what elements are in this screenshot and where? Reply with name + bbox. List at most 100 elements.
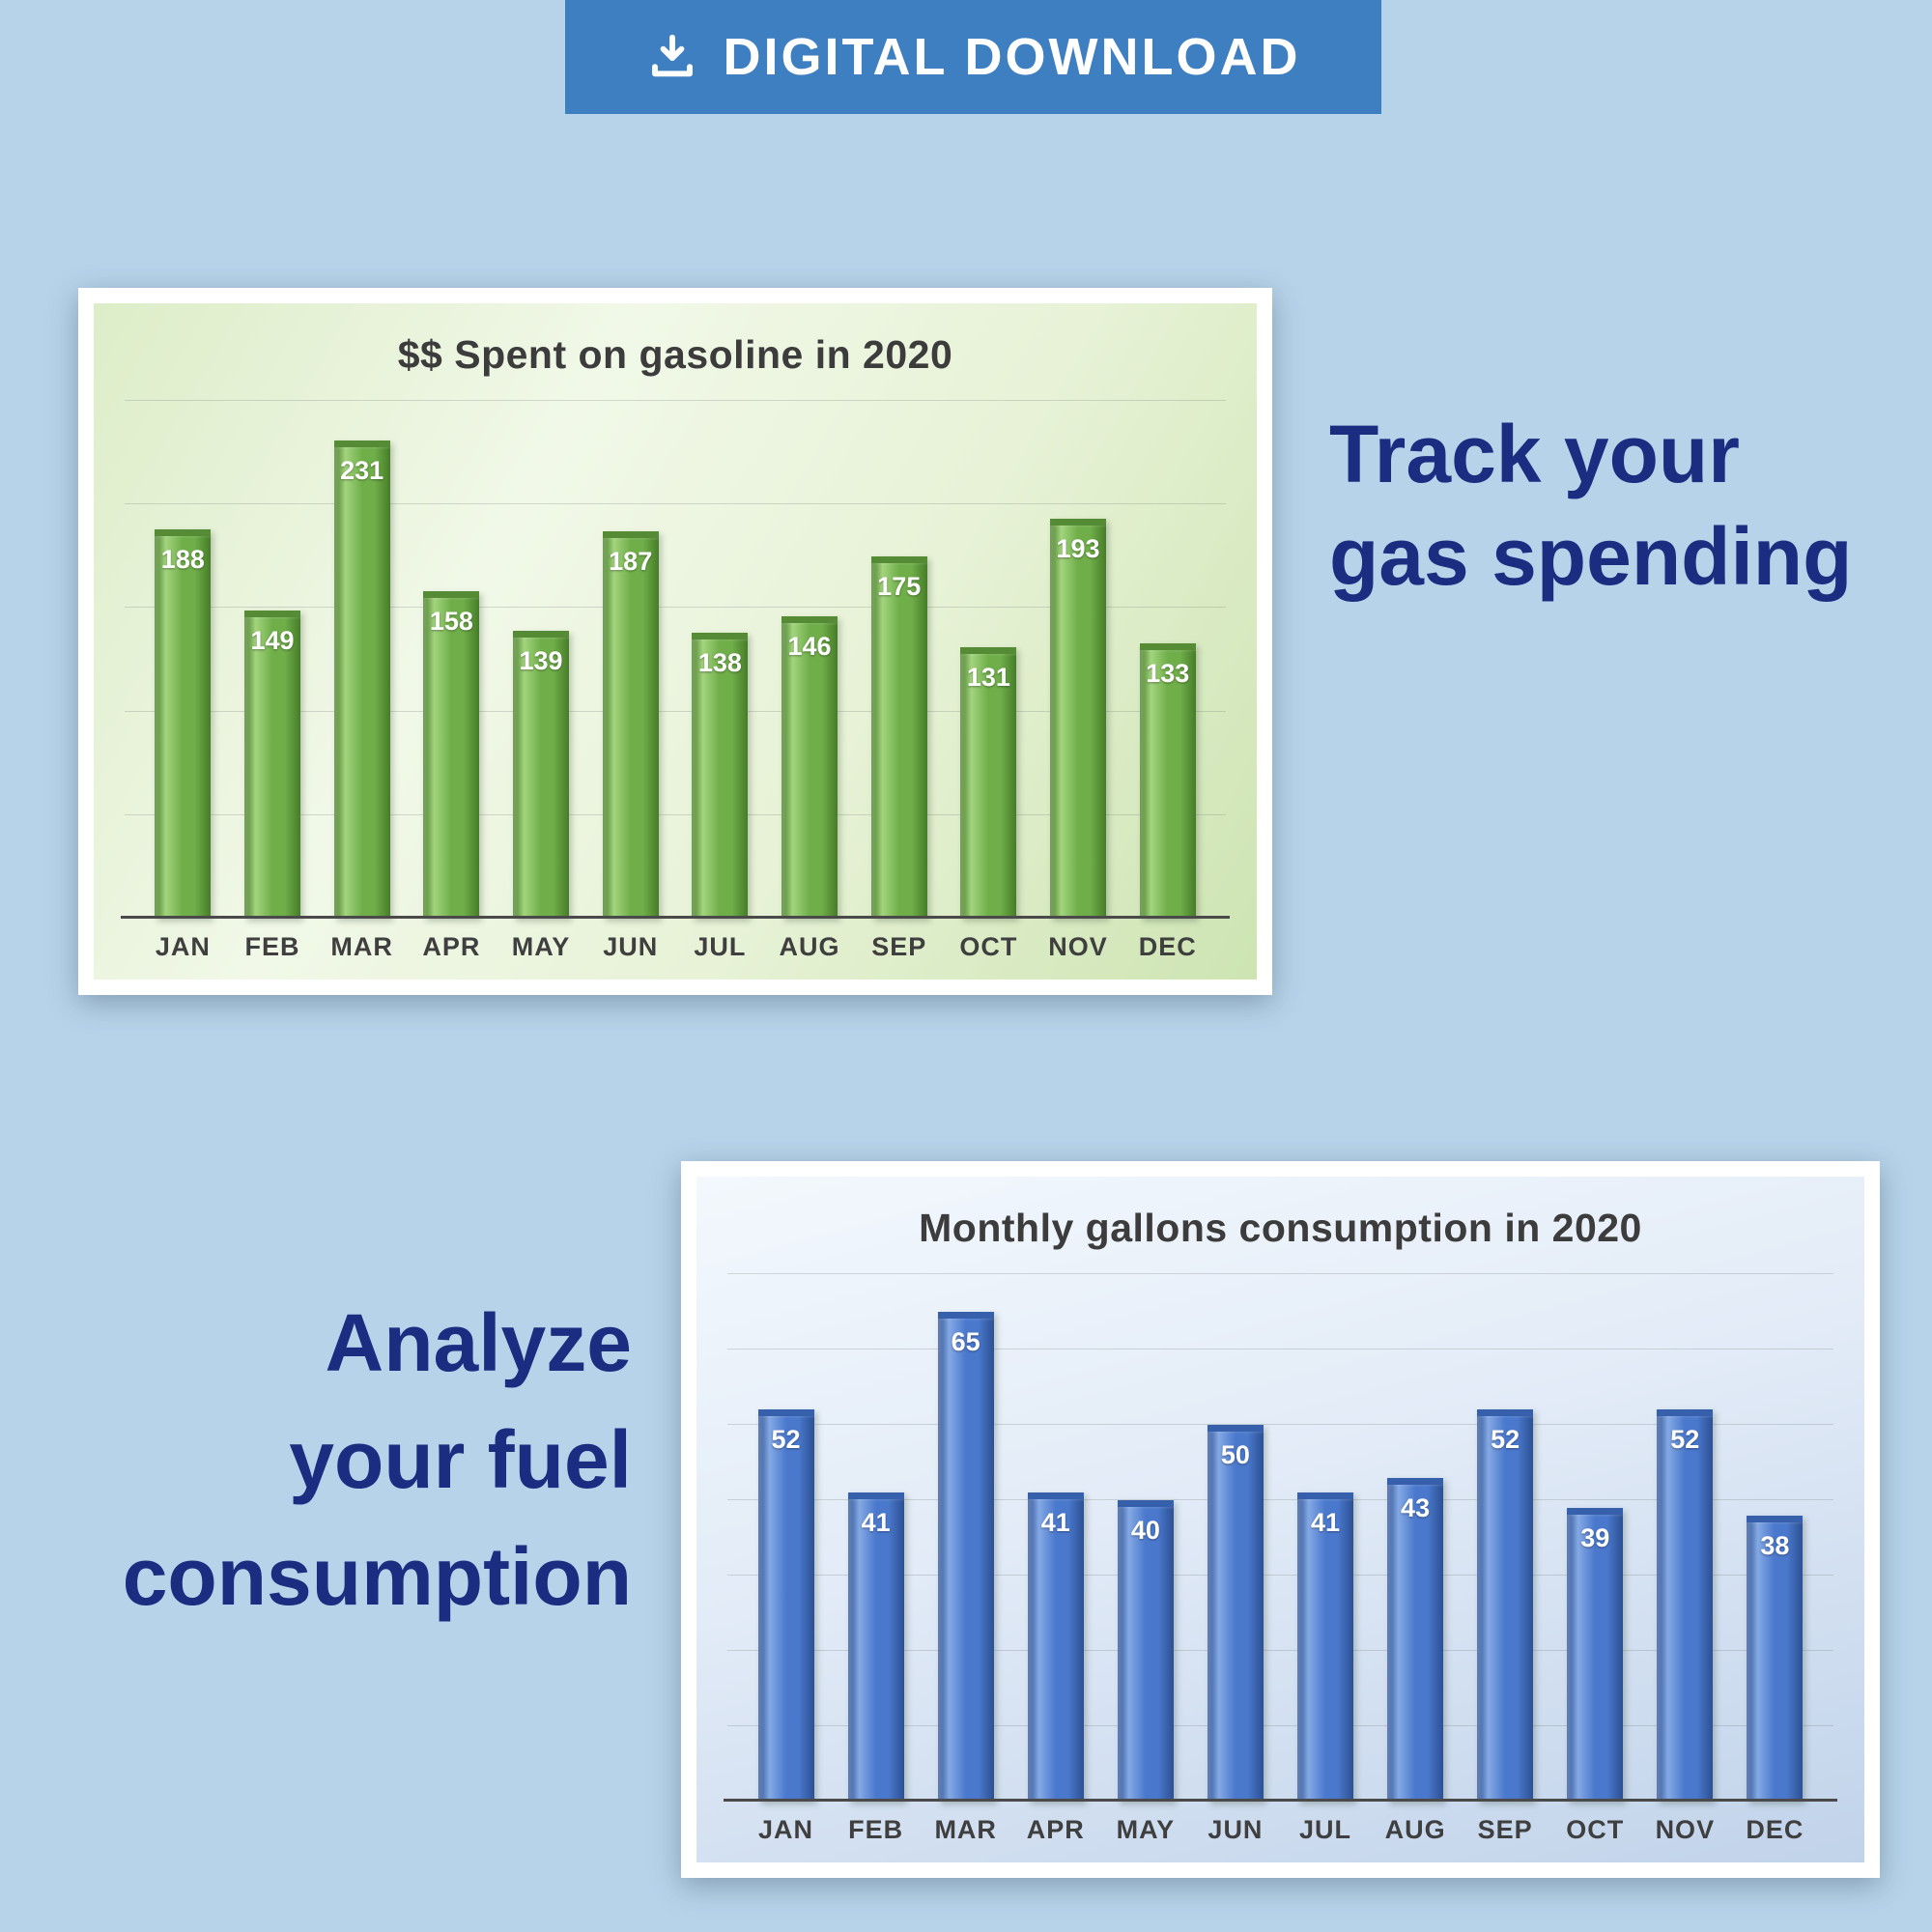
bar-sep: 175 xyxy=(870,555,927,919)
bar-slot: 138 xyxy=(675,401,765,919)
bar-nov: 52 xyxy=(1657,1409,1714,1802)
gridline xyxy=(727,1725,1833,1726)
bar-mar: 65 xyxy=(937,1312,994,1802)
gas-spending-chart-card: $$ Spent on gasoline in 2020 188 149 231 15… xyxy=(78,288,1272,995)
bar-slot: 41 xyxy=(1010,1274,1100,1802)
bar-slot: 187 xyxy=(585,401,675,919)
month-label-jun: JUN xyxy=(603,932,659,961)
gallons-chart-month-labels: JAN FEB MAR APR MAY JUN JUL AUG SEP OCT NOV DEC xyxy=(733,1802,1828,1845)
bar-value-label: 193 xyxy=(1056,534,1100,564)
month-label-nov: NOV xyxy=(1048,932,1108,961)
bar-slot: 52 xyxy=(1640,1274,1730,1802)
bar-value-label: 41 xyxy=(1040,1508,1070,1538)
month-label-oct: OCT xyxy=(1566,1815,1625,1844)
headline-line: gas spending xyxy=(1329,510,1853,602)
bar-slot: 65 xyxy=(921,1274,1010,1802)
gridline xyxy=(125,400,1226,401)
bar-value-label: 131 xyxy=(966,663,1010,693)
bar-dec: 38 xyxy=(1747,1515,1804,1802)
month-label-apr: APR xyxy=(422,932,481,961)
bar-apr: 158 xyxy=(423,591,480,919)
bar-may: 139 xyxy=(513,630,570,919)
bar-slot: 52 xyxy=(1461,1274,1550,1802)
bar-slot: 193 xyxy=(1034,401,1123,919)
gridline xyxy=(727,1424,1833,1425)
bar-value-label: 39 xyxy=(1580,1522,1610,1552)
bar-value-label: 65 xyxy=(951,1327,980,1356)
month-label-may: MAY xyxy=(1116,1815,1176,1844)
bar-jan: 52 xyxy=(757,1409,814,1802)
gallons-chart-panel: Monthly gallons consumption in 2020 52 41… xyxy=(696,1177,1864,1862)
bar-slot: 231 xyxy=(317,401,407,919)
month-label-apr: APR xyxy=(1026,1815,1085,1844)
gas-spending-chart-panel: $$ Spent on gasoline in 2020 188 149 231 15… xyxy=(94,303,1257,980)
gridline xyxy=(125,503,1226,505)
bar-value-label: 133 xyxy=(1146,658,1190,688)
bar-oct: 39 xyxy=(1567,1507,1624,1802)
gridline xyxy=(727,1349,1833,1350)
month-label-jul: JUL xyxy=(1299,1815,1352,1844)
month-label-feb: FEB xyxy=(244,932,300,961)
bar-slot: 139 xyxy=(497,401,586,919)
month-label-mar: MAR xyxy=(330,932,393,961)
bar-oct: 131 xyxy=(960,647,1017,919)
month-label-feb: FEB xyxy=(848,1815,904,1844)
analyze-fuel-consumption-headline: Analyze your fuel consumption xyxy=(35,1285,632,1635)
bar-mar: 231 xyxy=(333,440,390,919)
bar-value-label: 38 xyxy=(1760,1530,1790,1560)
gallons-chart-bars: 52 41 65 41 40 50 41 43 52 39 52 38 xyxy=(733,1274,1828,1802)
bar-value-label: 139 xyxy=(519,645,563,675)
month-label-may: MAY xyxy=(511,932,571,961)
gridline xyxy=(125,813,1226,815)
bar-jun: 50 xyxy=(1207,1425,1264,1802)
month-label-aug: AUG xyxy=(1384,1815,1446,1844)
month-label-sep: SEP xyxy=(1477,1815,1533,1844)
digital-download-banner[interactable]: DIGITAL DOWNLOAD xyxy=(565,0,1381,114)
month-label-jan: JAN xyxy=(758,1815,814,1844)
bar-slot: 50 xyxy=(1190,1274,1280,1802)
bar-slot: 149 xyxy=(228,401,318,919)
gridline xyxy=(125,710,1226,712)
bar-dec: 133 xyxy=(1139,642,1196,919)
bar-slot: 188 xyxy=(138,401,228,919)
bar-slot: 38 xyxy=(1730,1274,1820,1802)
bar-feb: 149 xyxy=(244,610,300,919)
bar-value-label: 52 xyxy=(1670,1425,1700,1455)
gallons-chart-title: Monthly gallons consumption in 2020 xyxy=(919,1206,1642,1250)
bar-value-label: 149 xyxy=(250,625,295,655)
gas-chart-x-axis xyxy=(121,916,1230,919)
bar-value-label: 43 xyxy=(1401,1492,1431,1522)
headline-line: your fuel xyxy=(289,1413,632,1505)
bar-slot: 39 xyxy=(1550,1274,1640,1802)
gridline xyxy=(125,607,1226,609)
headline-line: Analyze xyxy=(325,1297,632,1388)
bar-value-label: 231 xyxy=(340,455,384,485)
gas-chart-bars: 188 149 231 158 139 187 138 146 175 131 193 133 xyxy=(130,401,1220,919)
headline-line: Track your xyxy=(1329,409,1740,499)
month-label-oct: OCT xyxy=(959,932,1018,961)
bar-value-label: 158 xyxy=(429,607,473,637)
bar-value-label: 138 xyxy=(697,648,742,678)
gallons-chart-plot-area: 52 41 65 41 40 50 41 43 52 39 52 38 xyxy=(724,1273,1837,1802)
bar-slot: 158 xyxy=(407,401,497,919)
month-label-dec: DEC xyxy=(1138,932,1197,961)
bar-value-label: 52 xyxy=(771,1425,801,1455)
bar-jul: 138 xyxy=(692,633,749,919)
bar-aug: 43 xyxy=(1387,1477,1444,1802)
bar-slot: 41 xyxy=(831,1274,921,1802)
bar-nov: 193 xyxy=(1050,519,1107,919)
bar-value-label: 52 xyxy=(1491,1425,1520,1455)
gridline xyxy=(727,1575,1833,1576)
track-gas-spending-headline: Track your gas spending xyxy=(1329,404,1852,609)
month-label-aug: AUG xyxy=(779,932,840,961)
bar-value-label: 41 xyxy=(1310,1508,1341,1538)
bar-slot: 40 xyxy=(1100,1274,1190,1802)
bar-sep: 52 xyxy=(1477,1409,1534,1802)
bar-jan: 188 xyxy=(155,528,212,919)
gas-chart-plot-area: 188 149 231 158 139 187 138 146 175 131 193 133 xyxy=(121,400,1230,919)
banner-label: DIGITAL DOWNLOAD xyxy=(723,28,1301,86)
bar-aug: 146 xyxy=(781,615,838,919)
bar-apr: 41 xyxy=(1027,1492,1084,1802)
bar-jul: 41 xyxy=(1297,1492,1353,1802)
month-label-jul: JUL xyxy=(694,932,747,961)
